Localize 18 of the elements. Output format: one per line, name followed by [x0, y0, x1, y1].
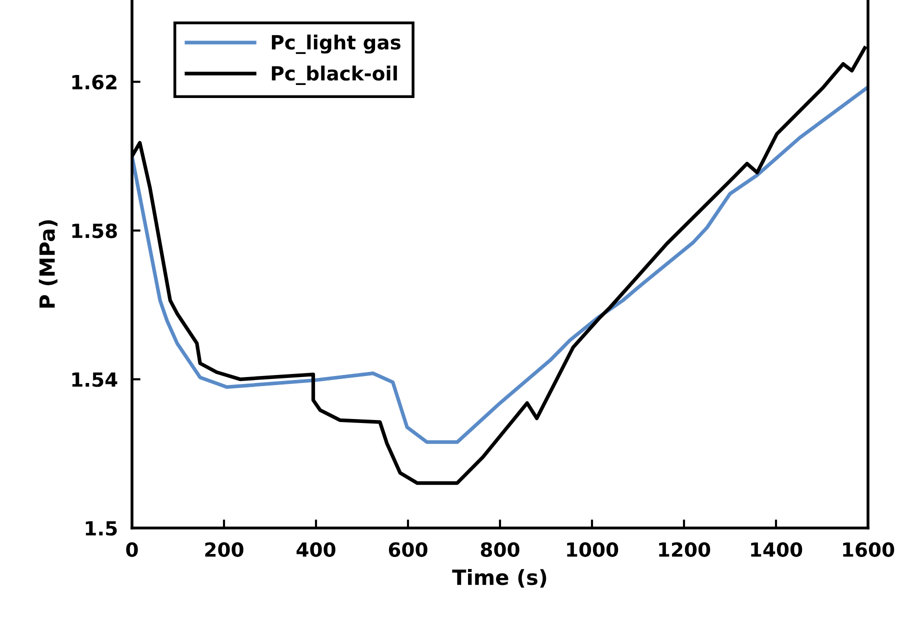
- legend-label: Pc_light gas: [272, 34, 400, 54]
- y-tick-label: 1.54: [72, 372, 118, 387]
- y-tick-label: 1.58: [72, 223, 117, 238]
- x-tick-label: 1200: [659, 542, 710, 557]
- x-tick-label: 1600: [843, 542, 894, 557]
- x-tick-label: 800: [480, 542, 520, 557]
- x-tick-label: 400: [296, 542, 336, 557]
- x-tick-label: 1400: [751, 542, 802, 557]
- y-axis-title: P (MPa): [38, 220, 58, 308]
- x-tick-label: 1000: [567, 542, 618, 557]
- y-tick-label: 1.62: [72, 74, 116, 90]
- x-tick-label: 0: [126, 542, 138, 557]
- x-tick-label: 600: [388, 542, 428, 557]
- x-tick-label: 200: [205, 542, 244, 557]
- y-tick-label: 1.5: [86, 521, 117, 536]
- x-axis-title: Time (s): [452, 569, 546, 588]
- line-series: [132, 86, 868, 444]
- legend-label: Pc_black-oil: [272, 66, 397, 85]
